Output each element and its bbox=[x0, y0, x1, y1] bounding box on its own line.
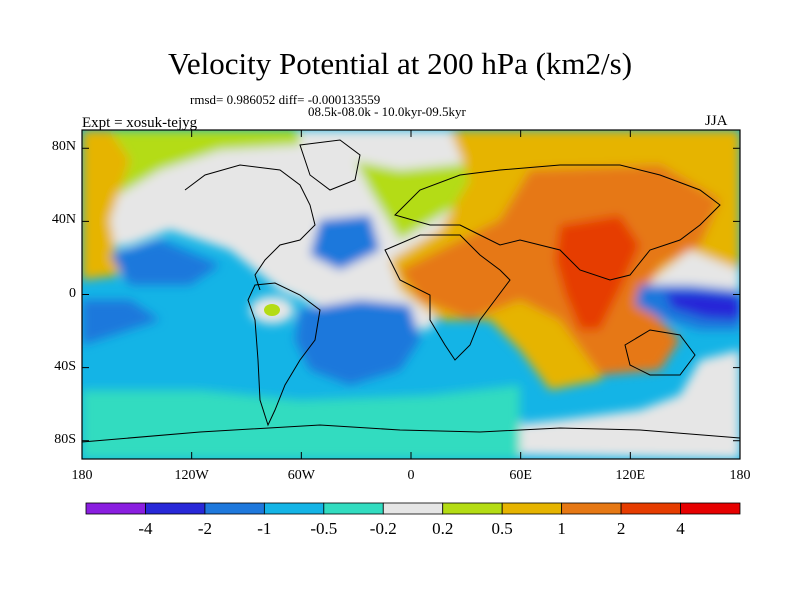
colorbar-swatch bbox=[263, 502, 325, 515]
colorbar-level-label: 1 bbox=[557, 519, 566, 538]
colorbar-level-label: 4 bbox=[676, 519, 685, 538]
colorbar-swatch bbox=[204, 502, 265, 515]
colorbar-level-label: -2 bbox=[197, 519, 212, 538]
stats-line: rmsd= 0.986052 diff= -0.000133559 bbox=[190, 92, 381, 107]
lon-label: 120E bbox=[615, 468, 646, 483]
minimum-region-western-pacific bbox=[665, 292, 740, 320]
lat-label: 40N bbox=[51, 212, 76, 228]
coastline-greenland bbox=[299, 139, 361, 191]
positive-region-pacific-north bbox=[82, 130, 130, 280]
lon-label: 180 bbox=[729, 468, 751, 483]
colorbar-level-label: -0.2 bbox=[369, 519, 397, 538]
lat-label: 0 bbox=[69, 285, 76, 301]
colorbar-swatch bbox=[382, 502, 444, 515]
period-line: 08.5k-08.0k - 10.0kyr-09.5kyr bbox=[308, 104, 466, 119]
neutral-region-southern-ocean bbox=[510, 350, 740, 459]
weak-negative-region-southern bbox=[82, 385, 520, 459]
colorbar-level-label: -0.5 bbox=[310, 519, 338, 538]
colorbar-level-label: 2 bbox=[616, 519, 626, 538]
colorbar-level-label: -4 bbox=[138, 519, 153, 538]
lon-label: 120W bbox=[174, 468, 209, 483]
coastline-south-america bbox=[247, 282, 321, 427]
negative-region-pacific-east bbox=[110, 240, 220, 285]
coastline-north-america bbox=[184, 164, 316, 291]
lat-label: 80S bbox=[54, 431, 76, 447]
lon-label: 180 bbox=[71, 468, 93, 483]
colorbar-level-label: -1 bbox=[257, 519, 272, 538]
lon-label: 60E bbox=[509, 468, 532, 483]
coastlines bbox=[82, 139, 740, 443]
neutral-band-arctic bbox=[300, 130, 500, 170]
colorbar-swatch bbox=[501, 502, 563, 515]
colorbar-swatch bbox=[145, 502, 206, 515]
coastline-antarctica bbox=[82, 424, 740, 443]
positive-patch-south-america bbox=[264, 304, 280, 316]
colorbar-swatch bbox=[442, 502, 503, 515]
colorbar-swatch bbox=[85, 502, 146, 515]
lon-label: 0 bbox=[407, 468, 415, 483]
coastline-eurasia bbox=[394, 164, 721, 281]
lon-label: 60W bbox=[287, 468, 315, 483]
season-label: JJA bbox=[705, 113, 728, 129]
coastline-australia bbox=[624, 329, 696, 376]
velocity-potential-field bbox=[82, 130, 740, 459]
colorbar-level-label: 0.5 bbox=[491, 519, 513, 538]
experiment-label: Expt = xosuk-tejyg bbox=[82, 115, 198, 131]
figure-title: Velocity Potential at 200 hPa (km2/s) bbox=[167, 46, 633, 81]
colorbar-swatch bbox=[323, 502, 384, 515]
colorbar bbox=[85, 502, 741, 515]
coastline-africa bbox=[384, 234, 511, 361]
lat-label: 40S bbox=[54, 358, 76, 374]
colorbar-level-label: 0.2 bbox=[432, 519, 454, 538]
colorbar-swatch bbox=[680, 502, 741, 515]
negative-region-caribbean bbox=[310, 215, 380, 270]
colorbar-swatch bbox=[620, 502, 681, 515]
maximum-region-south-asia bbox=[555, 215, 640, 330]
axis-ticks bbox=[81, 130, 741, 459]
colorbar-swatch bbox=[561, 502, 622, 515]
negative-region-south-atlantic bbox=[295, 300, 420, 385]
negative-region-pacific-west bbox=[82, 300, 160, 345]
lat-label: 80N bbox=[51, 139, 76, 155]
